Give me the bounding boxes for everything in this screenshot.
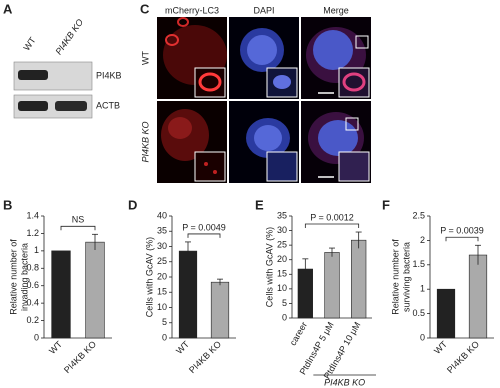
y-axis-label: Relative number of	[8, 239, 18, 315]
cell	[168, 117, 192, 139]
inset	[338, 151, 370, 182]
significance-bracket	[187, 233, 221, 238]
y-tick-label: 0	[282, 312, 287, 322]
y-tick-label: 0	[34, 332, 39, 342]
band-label: PI4KB	[96, 70, 122, 80]
roi	[345, 117, 359, 131]
x-tick-label: PI4KB KO	[445, 339, 481, 375]
bar	[468, 254, 488, 339]
y-axis-label: surviving bacteria	[401, 242, 411, 312]
group-label: PI4KB KO	[324, 377, 365, 387]
panel-letter: D	[128, 197, 137, 212]
x-tick-label: WT	[47, 339, 64, 356]
y-tick-label: 25	[277, 240, 287, 250]
bar	[324, 252, 340, 319]
bar	[85, 241, 105, 339]
bar	[178, 250, 198, 339]
y-tick-label: 30	[157, 241, 167, 251]
vacuole	[165, 34, 179, 46]
y-tick-label: 0	[162, 332, 167, 342]
y-axis-label: Cells with GcAV (%)	[264, 227, 274, 307]
y-tick-label: 10	[277, 283, 287, 293]
y-tick-label: 2.5	[412, 210, 425, 220]
x-tick-label: WT	[174, 339, 191, 356]
blot-band	[18, 101, 48, 111]
puncta	[213, 170, 217, 174]
annotation: P = 0.0039	[440, 226, 484, 236]
row-label: WT	[140, 51, 150, 65]
y-tick-label: 25	[157, 256, 167, 266]
y-axis-label: Cells with GcAV (%)	[144, 237, 154, 317]
annotation: P = 0.0012	[310, 212, 354, 222]
y-tick-label: 35	[157, 226, 167, 236]
y-tick-label: 0	[420, 332, 425, 342]
significance-bracket	[445, 236, 479, 242]
annotation: P = 0.0049	[182, 222, 226, 232]
nucleus	[254, 125, 282, 151]
y-tick-label: 40	[157, 210, 167, 220]
y-tick-label: 2	[420, 235, 425, 245]
bar	[210, 281, 230, 339]
nucleus	[247, 35, 277, 65]
panel-letter: E	[255, 197, 264, 212]
lane-label: WT	[21, 35, 38, 53]
y-tick-label: 1.5	[412, 259, 425, 269]
y-tick-label: 1.4	[26, 210, 39, 220]
y-axis-label: invading bacteria	[19, 243, 29, 311]
x-tick-label: PI4KB KO	[62, 339, 98, 375]
nucleus	[313, 30, 353, 70]
y-tick-label: 20	[157, 271, 167, 281]
y-tick-label: 5	[282, 298, 287, 308]
lane-label: PI4KB KO	[53, 17, 85, 56]
y-tick-label: 35	[277, 210, 287, 220]
y-tick-label: 20	[277, 254, 287, 264]
blot-band	[55, 101, 87, 111]
vacuole	[177, 17, 189, 27]
channel-label: DAPI	[253, 5, 274, 15]
puncta	[204, 162, 208, 166]
y-tick-label: 30	[277, 225, 287, 235]
blot-band	[18, 70, 48, 80]
band-label: ACTB	[96, 100, 120, 110]
significance-bracket	[60, 225, 96, 231]
y-tick-label: 15	[157, 287, 167, 297]
micrographs	[157, 17, 371, 183]
bar	[51, 250, 71, 339]
vacuole	[198, 72, 222, 92]
panel-letter: C	[140, 1, 150, 16]
bar	[436, 288, 456, 339]
blot-strip	[13, 94, 93, 119]
vacuole	[342, 72, 366, 92]
inset	[194, 151, 226, 182]
panel-letter: F	[382, 197, 390, 212]
nucleus	[273, 75, 291, 89]
y-tick-label: 1.2	[26, 228, 39, 238]
y-tick-label: 5	[162, 317, 167, 327]
x-tick-label: PI4KB KO	[187, 339, 223, 375]
channel-label: mCherry-LC3	[165, 5, 219, 15]
y-tick-label: 0.5	[412, 308, 425, 318]
y-tick-label: 0.8	[26, 263, 39, 273]
panel-letter: B	[3, 197, 12, 212]
panel-letter: A	[3, 1, 13, 16]
y-tick-label: 1	[34, 245, 39, 255]
nucleus	[318, 120, 358, 156]
x-tick-label: WT	[432, 339, 449, 356]
inset	[266, 151, 298, 182]
y-tick-label: 0.4	[26, 298, 39, 308]
y-axis-label: Relative number of	[390, 239, 400, 315]
y-tick-label: 0.6	[26, 280, 39, 290]
bar	[351, 239, 367, 319]
significance-bracket	[304, 223, 360, 229]
channel-label: Merge	[323, 5, 349, 15]
y-tick-label: 0.2	[26, 315, 39, 325]
y-tick-label: 10	[157, 302, 167, 312]
roi	[355, 35, 369, 49]
y-tick-label: 15	[277, 269, 287, 279]
row-label: PI4KB KO	[140, 121, 150, 162]
y-tick-label: 1	[420, 284, 425, 294]
x-tick-label: career	[288, 320, 309, 347]
annotation: NS	[72, 215, 85, 225]
